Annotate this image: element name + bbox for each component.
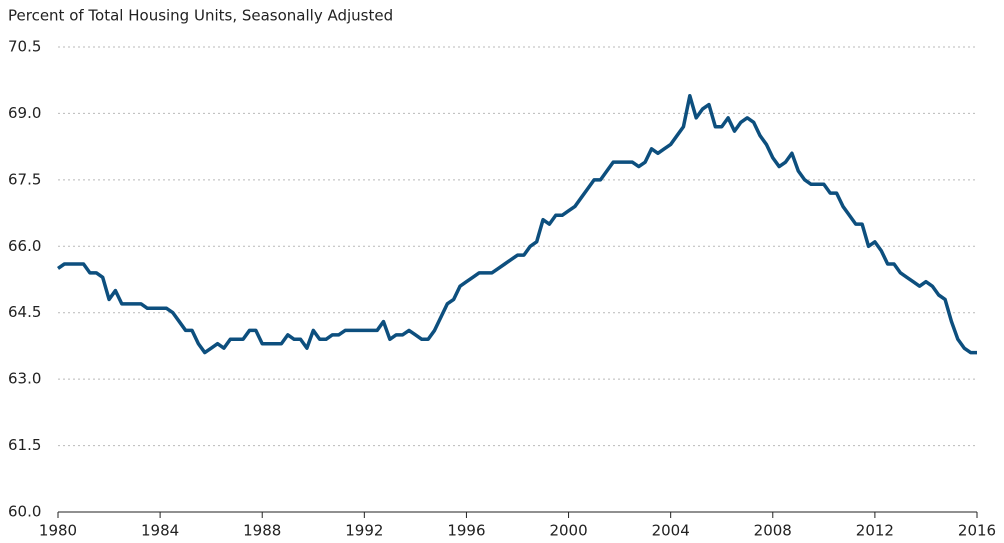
y-tick-label: 66.0: [8, 237, 41, 255]
x-tick-label: 1992: [345, 522, 383, 540]
x-tick-label: 2008: [754, 522, 792, 540]
x-tick-label: 2012: [856, 522, 894, 540]
x-tick-label: 1984: [141, 522, 179, 540]
chart-title: Percent of Total Housing Units, Seasonal…: [8, 7, 393, 25]
x-tick-label: 1996: [447, 522, 485, 540]
x-tick-label: 2004: [652, 522, 690, 540]
y-tick-label: 64.5: [8, 303, 41, 321]
line: [57, 93, 977, 355]
x-tick-label: 1988: [243, 522, 281, 540]
x-tick-label: 1980: [39, 522, 77, 540]
y-tick-label: 67.5: [8, 170, 41, 188]
y-tick-label: 63.0: [8, 370, 41, 388]
x-tick-label: 2016: [958, 522, 996, 540]
y-tick-label: 69.0: [8, 104, 41, 122]
x-tick-label: 2000: [549, 522, 587, 540]
y-tick-label: 70.5: [8, 38, 41, 56]
y-tick-label: 60.0: [8, 503, 41, 521]
y-tick-label: 61.5: [8, 436, 41, 454]
